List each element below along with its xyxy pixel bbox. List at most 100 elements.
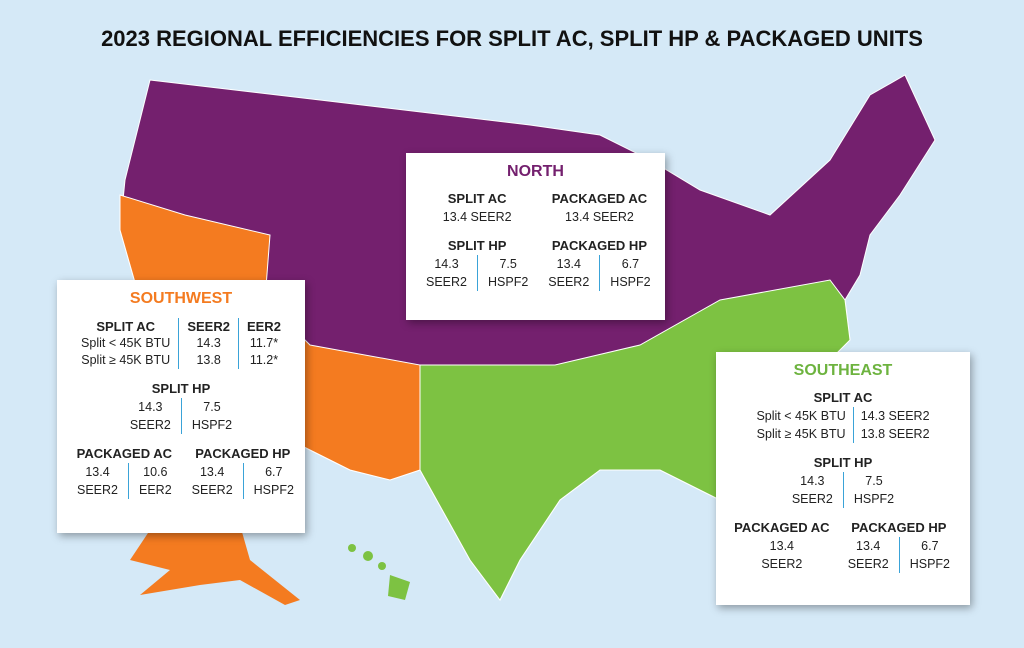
cell-text: SEER2 [426, 275, 467, 289]
cell-text: 13.4 [199, 465, 225, 479]
row-value: 13.8 SEER2 [852, 425, 937, 443]
section-value: 13.4 SEER2 [565, 210, 634, 224]
cell-text: 6.7 [921, 539, 939, 553]
section-label: PACKAGED HP [851, 520, 947, 535]
cell: 7.5 HSPF2 [180, 398, 242, 434]
cell-text: HSPF2 [909, 557, 950, 571]
cell: 7.5 HSPF2 [477, 255, 538, 291]
cell-text: SEER2 [548, 275, 590, 289]
cell-text: SEER2 [129, 418, 171, 432]
southeast-panel: SOUTHEAST SPLIT AC Split < 45K BTU 14.3 SEE… [716, 352, 970, 605]
cell-text: 6.7 [265, 465, 283, 479]
cell-text: 14.3 [138, 400, 163, 414]
cell: 10.6 EER2 [128, 463, 182, 499]
split-ac-table: Split < 45K BTU 14.3 SEER2 Split ≥ 45K BTU… [716, 407, 970, 443]
row-label: Split < 45K BTU [756, 409, 846, 423]
section: SPLIT AC Split < 45K BTU 14.3 SEER2 Split ≥… [716, 390, 970, 443]
section-label: PACKAGED HP [551, 238, 647, 253]
section-label: SPLIT HP [151, 381, 211, 396]
row-value: 14.3 SEER2 [852, 407, 937, 425]
cell: 6.7 HSPF2 [242, 463, 304, 499]
cell-text: 13.4 [556, 257, 581, 271]
cell-text: 7.5 [865, 474, 883, 488]
cell-row: 14.3 SEER2 7.5 HSPF2 [416, 255, 538, 291]
cell: 6.7 HSPF2 [898, 537, 960, 573]
cell-text: 14.3 [434, 257, 459, 271]
cell: 14.3 SEER2 [782, 472, 843, 508]
north-panel: NORTH SPLIT AC 13.4 SEER2 PACKAGED AC 13.4 S… [406, 153, 665, 320]
section: SPLIT HP 14.3 SEER2 7.5 HSPF2 [57, 381, 305, 434]
section-value: 13.4 SEER2 [442, 210, 512, 224]
cell-row: 13.4 SEER2 6.7 HSPF2 [838, 537, 960, 573]
section: SPLIT HP 14.3 SEER2 7.5 HSPF2 [416, 238, 538, 291]
hawaii [348, 544, 410, 600]
section-label: SPLIT HP [447, 238, 507, 253]
region-title: SOUTHWEST [129, 290, 233, 307]
cell-text: 7.5 [203, 400, 221, 414]
cell-text: SEER2 [847, 557, 889, 571]
cell-text: 13.4 [856, 539, 881, 553]
section: PACKAGED AC 13.4 SEER2 [726, 520, 838, 573]
section: PACKAGED HP 13.4 SEER2 6.7 HSPF2 [182, 446, 304, 499]
section-label: PACKAGED HP [195, 446, 291, 461]
cell: 13.4 SEER2 [182, 463, 243, 499]
cell-row: 14.3 SEER2 7.5 HSPF2 [716, 472, 970, 508]
column-header: SEER2 [178, 318, 238, 335]
cell-text: 13.4 [85, 465, 110, 479]
section: PACKAGED AC 13.4 SEER2 10.6 EER2 [67, 446, 182, 499]
cell-text: HSPF2 [610, 275, 651, 289]
section-label: PACKAGED AC [734, 520, 830, 535]
section: PACKAGED AC 13.4 SEER2 [538, 191, 660, 226]
section-label: SPLIT AC [447, 191, 507, 206]
cell-row: 13.4 SEER2 [726, 537, 838, 573]
column-header: EER2 [237, 318, 289, 335]
section: SPLIT HP 14.3 SEER2 7.5 HSPF2 [716, 455, 970, 508]
cell-text: HSPF2 [488, 275, 529, 289]
cell: 13.4 SEER2 [838, 537, 899, 573]
section-label: SPLIT HP [813, 455, 873, 470]
section: SPLIT AC 13.4 SEER2 [416, 191, 538, 226]
row-label: Split ≥ 45K BTU [756, 427, 846, 441]
cell: 13.4 SEER2 [67, 463, 128, 499]
cell-text: 6.7 [621, 257, 640, 271]
grid: SPLIT AC 13.4 SEER2 PACKAGED AC 13.4 SEER2 S… [406, 191, 665, 291]
cell-text: 14.3 [800, 474, 825, 488]
row-label: Split < 45K BTU [81, 336, 171, 350]
cell: 7.5 HSPF2 [842, 472, 904, 508]
cell-text: SEER2 [761, 557, 803, 571]
section: PACKAGED HP 13.4 SEER2 6.7 HSPF2 [538, 238, 660, 291]
cell: 13.4 SEER2 [751, 537, 812, 573]
cell: 14.3 SEER2 [120, 398, 181, 434]
split-ac-table: SPLIT AC SEER2 EER2 Split < 45K BTU 14.3 11.7… [57, 318, 305, 369]
cell-text: SEER2 [191, 483, 233, 497]
cell-row: 13.4 SEER2 6.7 HSPF2 [538, 255, 660, 291]
cell-row: 13.4 SEER2 10.6 EER2 [67, 463, 182, 499]
page-title: 2023 REGIONAL EFFICIENCIES FOR SPLIT AC,… [101, 26, 923, 51]
cell-text: EER2 [139, 483, 172, 497]
section-label: PACKAGED AC [551, 191, 648, 206]
cell: 14.3 SEER2 [416, 255, 477, 291]
region-title: NORTH [507, 163, 564, 180]
section-label: PACKAGED AC [76, 446, 172, 461]
row-value: 11.7* [237, 335, 289, 352]
cell-text: SEER2 [77, 483, 118, 497]
section: PACKAGED HP 13.4 SEER2 6.7 HSPF2 [838, 520, 960, 573]
southwest-panel: SOUTHWEST SPLIT AC SEER2 EER2 Split < 45K BT… [57, 280, 305, 533]
cell-text: HSPF2 [191, 418, 233, 432]
cell: 13.4 SEER2 [538, 255, 599, 291]
row-label: Split ≥ 45K BTU [81, 353, 171, 367]
row-value: 14.3 [178, 335, 238, 352]
cell-text: HSPF2 [853, 492, 895, 506]
row-value: 11.2* [237, 352, 289, 369]
cell-text: 7.5 [499, 257, 517, 271]
cell-row: 13.4 SEER2 6.7 HSPF2 [182, 463, 304, 499]
section-label: SPLIT AC [96, 319, 156, 334]
grid: PACKAGED AC 13.4 SEER2 PACKAGED HP 13.4 SEER2… [716, 520, 970, 573]
cell-text: HSPF2 [253, 483, 294, 497]
grid: PACKAGED AC 13.4 SEER2 10.6 EER2 PACKAGED HP 1… [57, 446, 305, 499]
cell-text: 13.4 [769, 539, 795, 553]
row-value: 13.8 [178, 352, 238, 369]
region-title: SOUTHEAST [793, 362, 893, 379]
cell-text: 10.6 [143, 465, 168, 479]
